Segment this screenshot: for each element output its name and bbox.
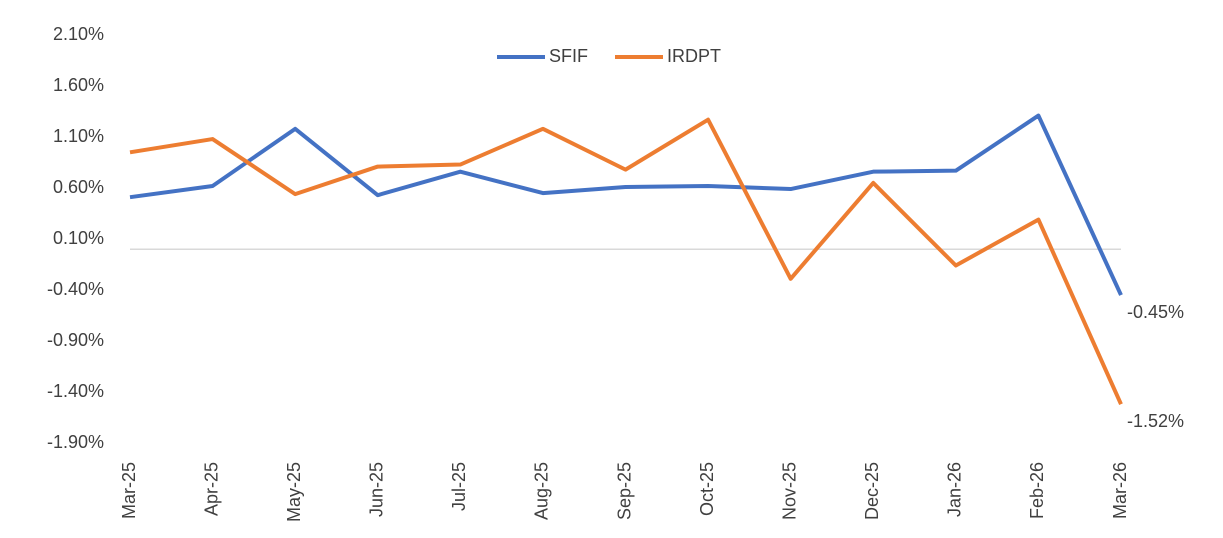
y-tick-label: -0.90% [47,330,104,350]
x-tick-label: Feb-26 [1027,462,1047,519]
series-line [129,113,1123,296]
x-tick-label: Jun-25 [367,462,387,517]
series-line [129,117,1123,406]
x-tick-label: Dec-25 [862,462,882,520]
x-tick-label: Aug-25 [532,462,552,520]
y-tick-label: 1.60% [53,75,104,95]
legend-label: SFIF [549,46,588,66]
y-tick-label: -0.40% [47,279,104,299]
y-tick-label: -1.40% [47,381,104,401]
y-tick-label: 2.10% [53,24,104,44]
y-tick-label: 0.10% [53,228,104,248]
x-tick-label: Nov-25 [779,462,799,520]
x-tick-label: Sep-25 [614,462,634,520]
x-tick-label: Apr-25 [201,462,221,516]
y-tick-label: 1.10% [53,126,104,146]
y-tick-label: 0.60% [53,177,104,197]
x-tick-label: May-25 [284,462,304,522]
x-tick-label: Jan-26 [945,462,965,517]
x-tick-label: Oct-25 [697,462,717,516]
legend-label: IRDPT [667,46,721,66]
data-label: -1.52% [1127,411,1184,431]
x-tick-label: Mar-26 [1110,462,1130,519]
y-tick-label: -1.90% [47,432,104,452]
data-label: -0.45% [1127,302,1184,322]
x-tick-label: Jul-25 [449,462,469,511]
x-tick-label: Mar-25 [119,462,139,519]
